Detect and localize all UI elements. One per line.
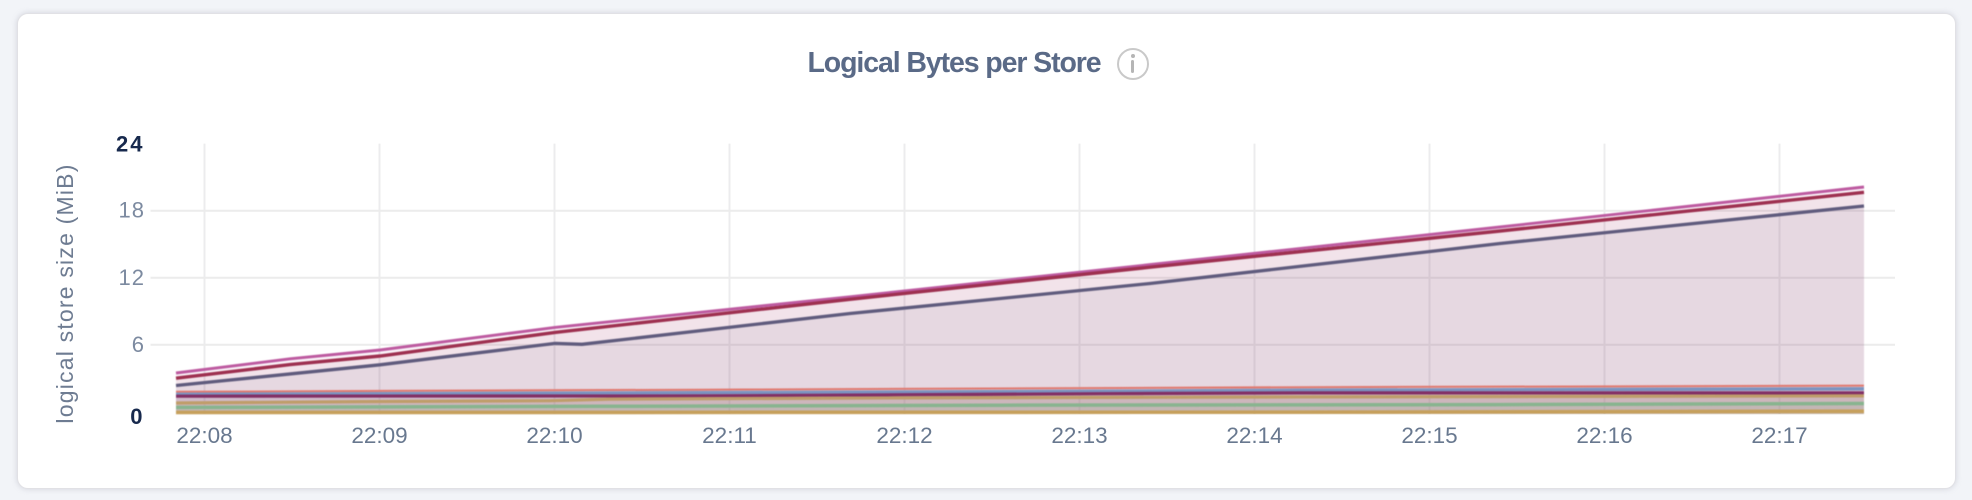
svg-text:22:12: 22:12 [876,423,932,448]
svg-text:0: 0 [130,404,144,429]
svg-text:logical store size (MiB): logical store size (MiB) [52,163,78,423]
svg-text:22:16: 22:16 [1576,423,1632,448]
svg-text:22:08: 22:08 [176,423,232,448]
svg-text:22:15: 22:15 [1401,423,1457,448]
svg-text:22:14: 22:14 [1226,423,1282,448]
svg-text:6: 6 [132,332,145,357]
svg-text:22:09: 22:09 [351,423,407,448]
svg-text:12: 12 [119,265,145,290]
svg-text:22:13: 22:13 [1051,423,1107,448]
svg-text:24: 24 [116,132,144,157]
svg-text:22:17: 22:17 [1751,423,1807,448]
svg-text:18: 18 [119,198,145,223]
svg-text:22:11: 22:11 [702,423,757,448]
svg-text:22:10: 22:10 [526,423,582,448]
